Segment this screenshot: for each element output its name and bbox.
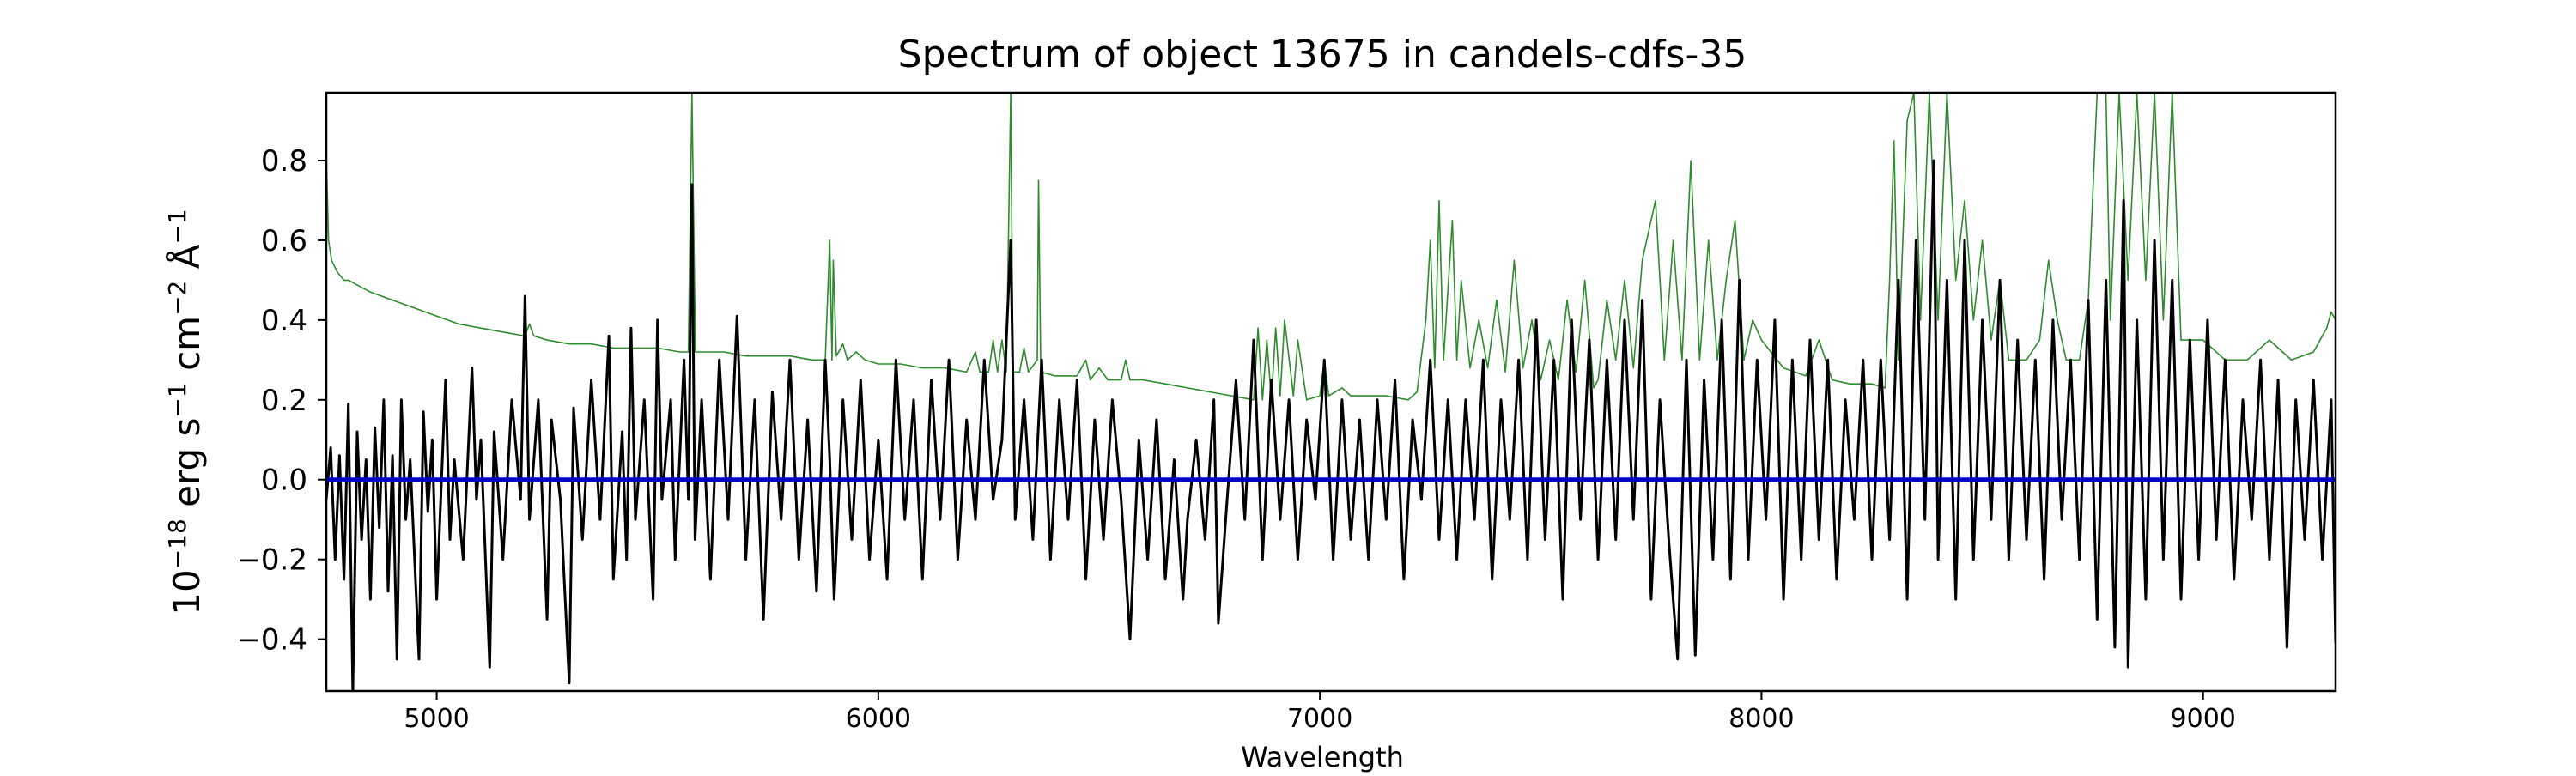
y-tick-label: 0.0 [261,464,307,498]
x-tick-label: 8000 [1728,704,1794,734]
series-flux-line [326,159,2336,691]
x-axis-label: Wavelength [1241,741,1404,773]
y-label-cm: cm [166,316,208,382]
y-label-ang: Å [165,244,208,280]
y-tick-label: 0.2 [261,384,307,418]
y-tick-label: 0.8 [261,144,307,179]
y-tick-label: 0.6 [261,224,307,258]
y-label-erg: erg s [166,418,208,519]
x-tick-label: 9000 [2171,704,2236,734]
chart-title: Spectrum of object 13675 in candels-cdfs… [898,33,1747,76]
y-label-exp3: −2 [163,281,191,316]
y-tick-label: 0.4 [261,304,307,338]
y-label-base: 10 [166,569,208,615]
series-layer [326,93,2336,691]
plot-frame [325,91,2337,693]
series-error-line [326,93,2336,401]
x-tick-label: 7000 [1287,704,1352,734]
y-label-exp2: −1 [163,382,191,417]
ticks-layer: 5000 6000 7000 8000 9000 −0.4 −0.2 0.0 0.2 0.4 0.6… [236,144,2235,734]
y-tick-label: −0.2 [236,543,307,578]
x-tick-label: 5000 [404,704,469,734]
y-tick-label: −0.4 [236,623,307,658]
x-tick-label: 6000 [846,704,911,734]
y-label-exp4: −1 [163,209,191,244]
y-axis-label: 10−18 erg s−1 cm−2 Å−1 [163,209,208,615]
y-label-exp1: −18 [163,518,191,569]
